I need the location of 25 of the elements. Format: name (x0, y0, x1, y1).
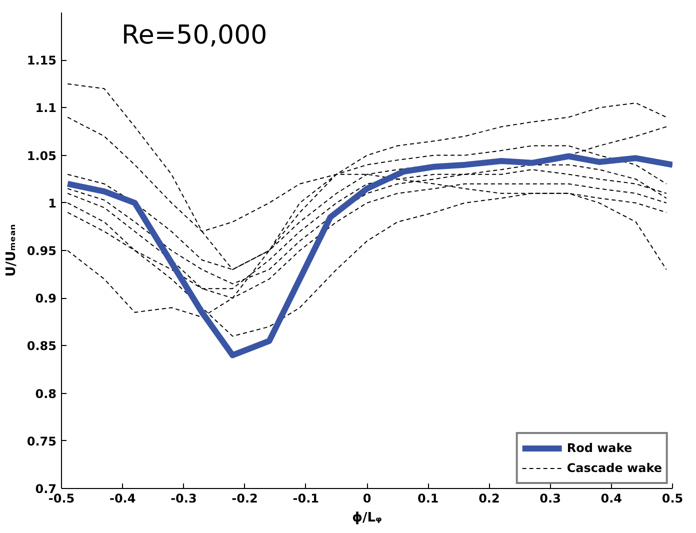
x-tick-label: 0.2 (478, 492, 500, 506)
y-tick-label: 0.9 (35, 292, 57, 306)
x-tick-label: -0.2 (232, 492, 258, 506)
y-tick-label: 1.05 (26, 148, 56, 163)
y-tick-label: 0.85 (26, 339, 56, 354)
legend-label: Cascade wake (566, 461, 662, 475)
x-tick-label: -0.3 (170, 492, 197, 506)
x-tick-label: -0.5 (48, 492, 75, 506)
x-tick-label: 0.4 (600, 492, 622, 506)
y-tick-label: 0.95 (26, 244, 56, 258)
y-tick-label: 1 (48, 196, 57, 210)
y-tick-label: 0.8 (35, 386, 57, 401)
y-tick-label: 1.15 (26, 54, 56, 68)
legend-label: Rod wake (566, 441, 632, 455)
y-tick-label: 0.75 (26, 434, 56, 448)
annotation: Re=50,000 (122, 20, 268, 50)
x-tick-label: -0.4 (109, 492, 136, 506)
y-tick-label: 1.1 (35, 101, 57, 116)
x-axis-title: ϕ/Lᵩ (352, 510, 382, 526)
x-tick-label: -0.1 (292, 492, 320, 506)
y-axis-title: U/Uₘₑₐₙ (4, 224, 19, 277)
x-tick-label: 0.5 (662, 492, 684, 506)
x-tick-label: 0 (362, 492, 372, 506)
x-tick-label: 0.3 (540, 492, 561, 506)
x-tick-label: 0.1 (417, 492, 439, 506)
